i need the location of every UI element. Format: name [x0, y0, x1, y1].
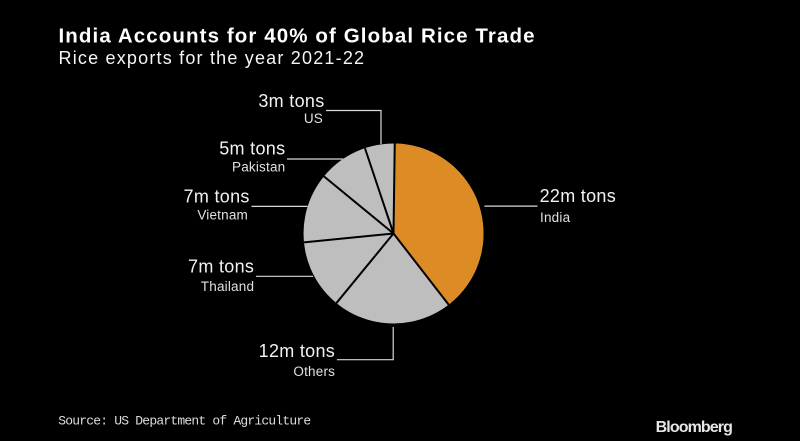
svg-text:Vietnam: Vietnam: [197, 207, 248, 222]
svg-text:India Accounts for 40% of Glob: India Accounts for 40% of Global Rice Tr…: [59, 25, 536, 48]
svg-text:Source: US Department of Agric: Source: US Department of Agriculture: [58, 413, 310, 428]
svg-text:5m tons: 5m tons: [219, 139, 285, 159]
svg-text:12m tons: 12m tons: [259, 341, 335, 361]
svg-text:Pakistan: Pakistan: [232, 160, 285, 175]
svg-text:Others: Others: [293, 364, 335, 379]
svg-text:India: India: [540, 210, 571, 225]
svg-text:3m tons: 3m tons: [258, 91, 324, 111]
svg-text:22m tons: 22m tons: [540, 186, 616, 206]
svg-text:Rice exports for the year 2021: Rice exports for the year 2021-22: [59, 48, 366, 68]
svg-text:US: US: [304, 111, 323, 126]
svg-text:Bloomberg: Bloomberg: [656, 419, 732, 436]
svg-text:Thailand: Thailand: [201, 279, 254, 294]
svg-text:7m tons: 7m tons: [188, 257, 254, 277]
svg-text:7m tons: 7m tons: [184, 186, 250, 206]
